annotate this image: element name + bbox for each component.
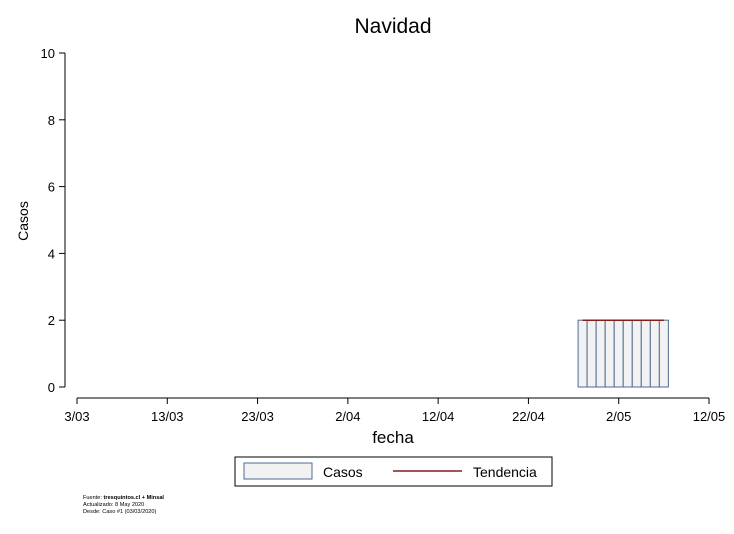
footer-notes: Fuente: tresquintos.cl + Minsal Actualiz… (83, 495, 164, 516)
x-tick-label: 3/03 (64, 409, 89, 424)
x-axis: 3/03 13/03 23/03 2/04 12/04 22/04 2/05 12/05 (64, 397, 726, 424)
y-axis: 0 2 4 6 8 10 (41, 46, 66, 395)
bar-casos (622, 319, 633, 388)
bar-casos (631, 319, 642, 388)
bar-casos (613, 319, 624, 388)
x-axis-label: fecha (372, 428, 414, 447)
bar-casos (577, 319, 588, 388)
y-tick-label: 6 (48, 180, 55, 195)
footer-since: Desde: Caso #1 (03/03/2020) (83, 509, 157, 515)
legend-tendencia-label: Tendencia (473, 464, 537, 480)
y-tick-label: 0 (48, 380, 55, 395)
y-axis-label: Casos (15, 201, 31, 241)
x-tick-label: 13/03 (151, 409, 184, 424)
legend: Casos Tendencia (234, 456, 553, 487)
footer-updated: Actualizado: 8 May 2020 (83, 502, 145, 508)
y-tick-label: 10 (41, 46, 55, 61)
x-tick-label: 2/04 (335, 409, 360, 424)
x-tick-label: 23/03 (241, 409, 274, 424)
x-tick-label: 12/05 (693, 409, 726, 424)
x-tick-label: 12/04 (422, 409, 455, 424)
bar-casos (604, 319, 615, 388)
bar-casos (586, 319, 597, 388)
bar-casos (595, 319, 606, 388)
legend-casos-label: Casos (323, 464, 363, 480)
footer-source: Fuente: tresquintos.cl + Minsal (83, 495, 164, 501)
y-tick-label: 8 (48, 113, 55, 128)
x-tick-label: 2/05 (606, 409, 631, 424)
bar-series-casos (577, 319, 669, 388)
bar-casos (658, 319, 669, 388)
legend-casos-swatch (243, 462, 313, 480)
bar-casos (649, 319, 660, 388)
x-tick-label: 22/04 (512, 409, 545, 424)
bar-casos (640, 319, 651, 388)
chart-title: Navidad (354, 15, 431, 38)
y-tick-label: 2 (48, 313, 55, 328)
y-tick-label: 4 (48, 246, 55, 261)
